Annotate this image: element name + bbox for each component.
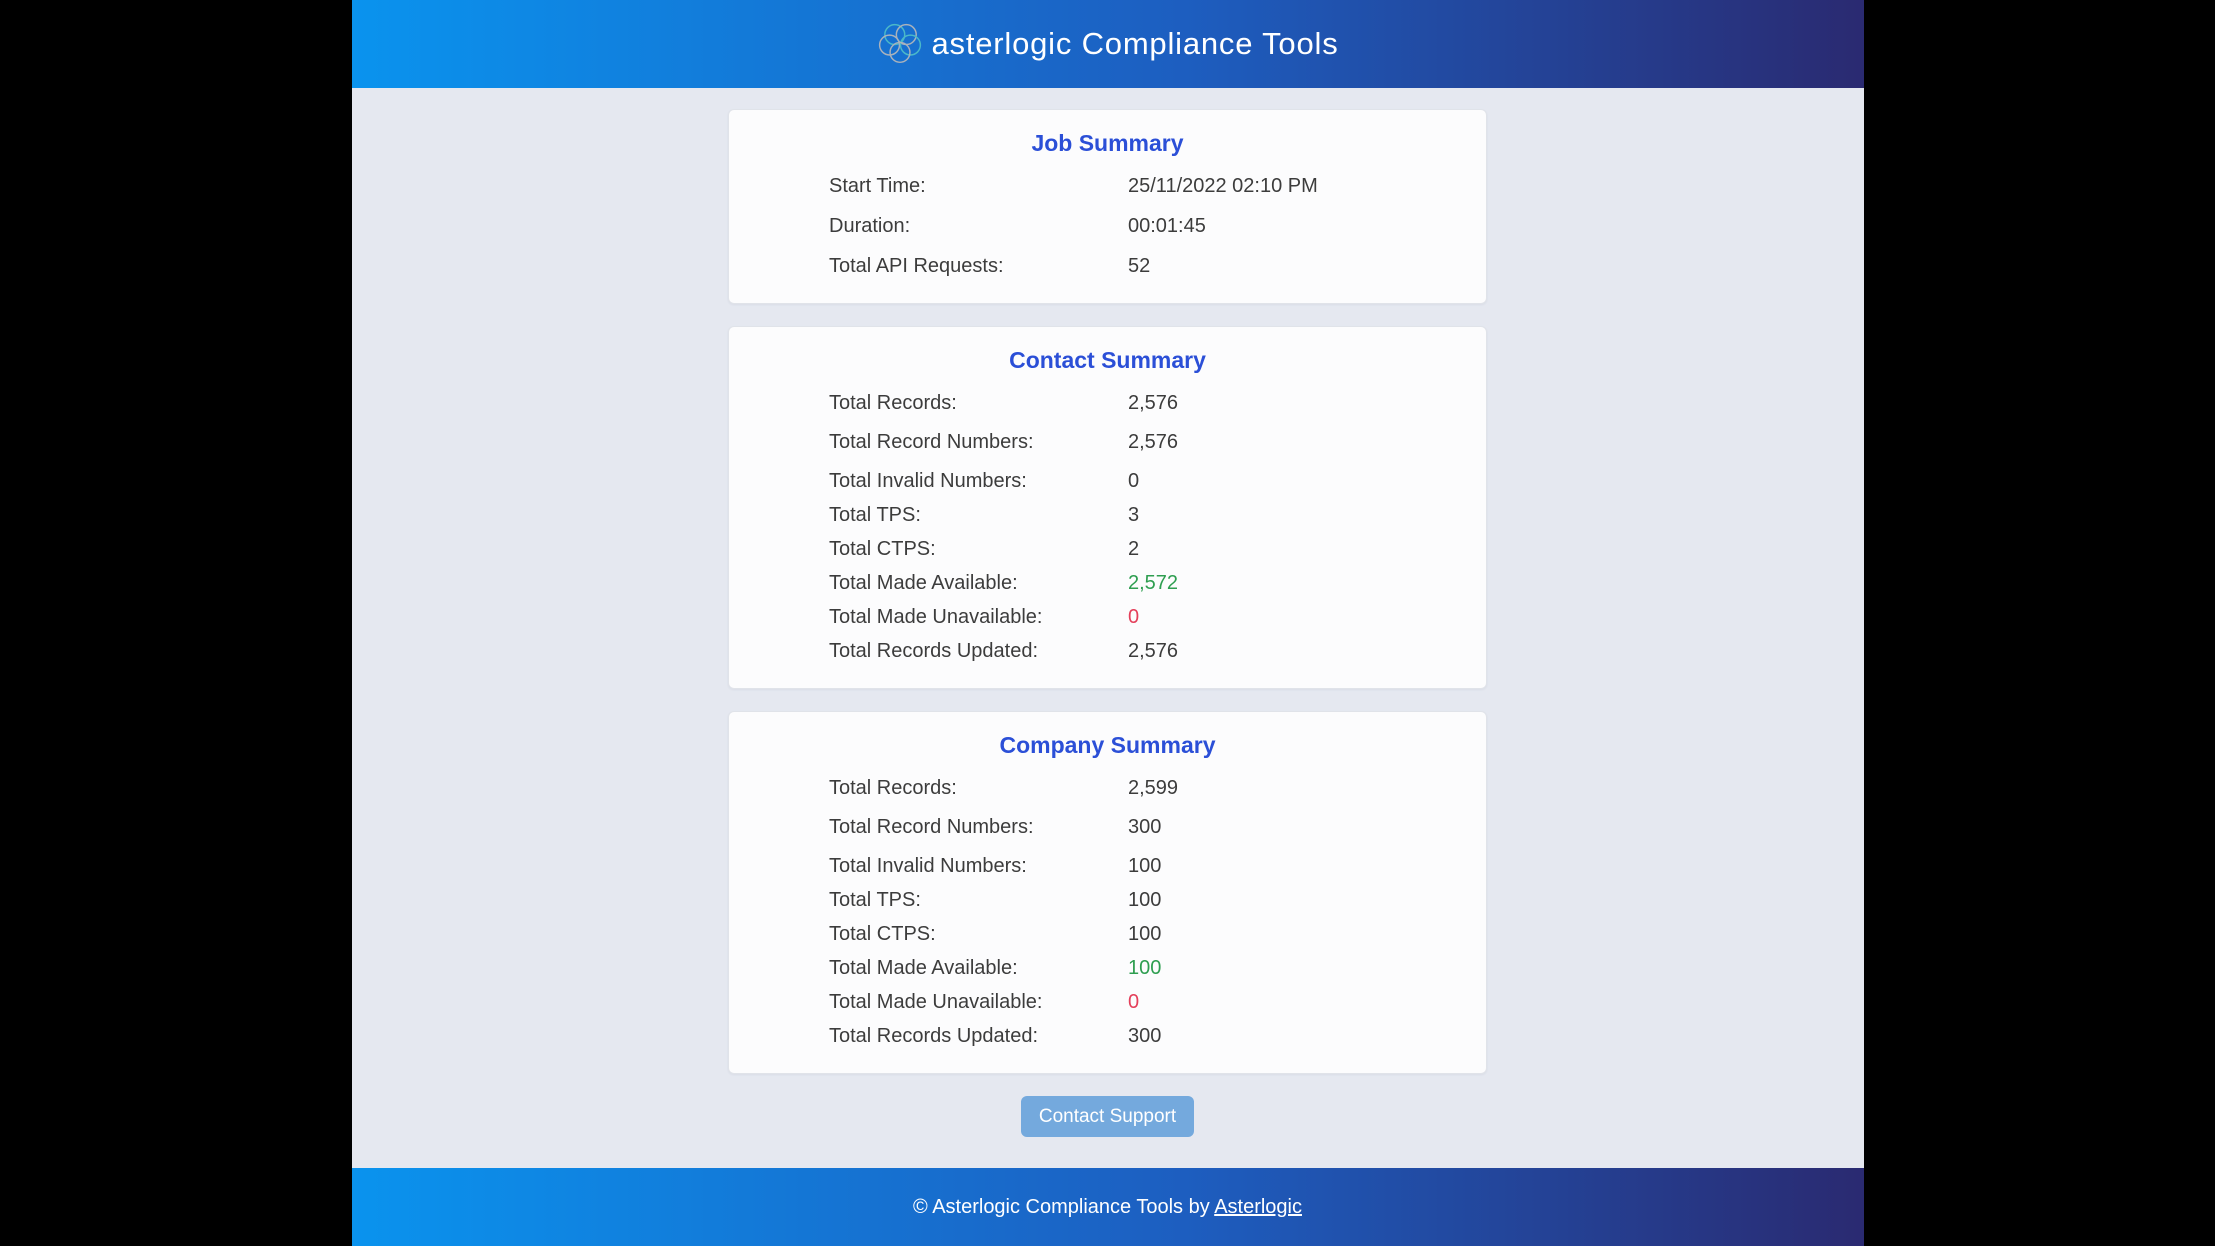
summary-row: Total Made Available: 2,572 (729, 572, 1486, 594)
summary-row: Duration: 00:01:45 (729, 215, 1486, 237)
row-label: Total TPS: (829, 889, 921, 911)
row-value: 00:01:45 (1128, 215, 1206, 237)
summary-row: Total API Requests: 52 (729, 255, 1486, 277)
row-value-negative: 0 (1128, 606, 1140, 628)
summary-row: Total Record Numbers: 2,576 (729, 431, 1486, 453)
row-value-positive: 2,572 (1128, 572, 1179, 594)
row-label: Total TPS: (829, 504, 921, 526)
row-label: Total Made Available: (829, 572, 1018, 594)
footer-banner: © Asterlogic Compliance Tools by Asterlo… (351, 1168, 1864, 1246)
summary-row: Total Invalid Numbers: 0 (729, 470, 1486, 492)
brand: asterlogic Compliance Tools (877, 21, 1339, 67)
row-label: Total CTPS: (829, 923, 936, 945)
footer-copyright-text: © Asterlogic Compliance Tools by Asterlo… (913, 1196, 1302, 1219)
row-value: 3 (1128, 504, 1140, 526)
row-label: Total CTPS: (829, 538, 936, 560)
row-value: 2,576 (1128, 640, 1179, 662)
row-value: 300 (1128, 816, 1162, 838)
summary-row: Total Records: 2,576 (729, 392, 1486, 414)
summary-row: Total Records Updated: 300 (729, 1025, 1486, 1047)
row-value: 100 (1128, 923, 1162, 945)
row-value: 2,576 (1128, 431, 1179, 453)
row-value: 2,599 (1128, 777, 1179, 799)
card-title-company-summary: Company Summary (999, 732, 1216, 758)
row-label: Total Made Unavailable: (829, 606, 1043, 628)
contact-summary-rows: Total Records: 2,576 Total Record Number… (729, 392, 1486, 662)
row-value-positive: 100 (1128, 957, 1162, 979)
card-title-job-summary: Job Summary (1031, 130, 1184, 156)
header-banner: asterlogic Compliance Tools (351, 0, 1864, 88)
footer-asterlogic-link[interactable]: Asterlogic (1214, 1195, 1302, 1218)
summary-row: Total Made Unavailable: 0 (729, 991, 1486, 1013)
card-job-summary: Job Summary Start Time: 25/11/2022 02:10… (728, 109, 1487, 304)
row-value: 300 (1128, 1025, 1162, 1047)
row-label: Total Invalid Numbers: (829, 855, 1027, 877)
card-contact-summary: Contact Summary Total Records: 2,576 Tot… (728, 326, 1487, 689)
row-label: Total Invalid Numbers: (829, 470, 1027, 492)
row-label: Total Made Unavailable: (829, 991, 1043, 1013)
row-label: Total Records: (829, 777, 957, 799)
card-company-summary: Company Summary Total Records: 2,599 Tot… (728, 711, 1487, 1074)
row-value: 100 (1128, 855, 1162, 877)
row-label: Total Record Numbers: (829, 816, 1034, 838)
card-title-contact-summary: Contact Summary (1009, 347, 1206, 373)
footer-copyright-prefix: © Asterlogic Compliance Tools by (913, 1195, 1215, 1218)
summary-row: Total Made Available: 100 (729, 957, 1486, 979)
summary-row: Total CTPS: 2 (729, 538, 1486, 560)
brand-title: asterlogic Compliance Tools (931, 26, 1339, 61)
row-value: 100 (1128, 889, 1162, 911)
row-label: Total Made Available: (829, 957, 1018, 979)
company-summary-rows: Total Records: 2,599 Total Record Number… (729, 777, 1486, 1047)
support-button-row: Contact Support (352, 1096, 1864, 1137)
summary-row: Total Invalid Numbers: 100 (729, 855, 1486, 877)
row-value: 2 (1128, 538, 1140, 560)
row-value-negative: 0 (1128, 991, 1140, 1013)
row-label: Start Time: (829, 175, 926, 197)
row-value: 2,576 (1128, 392, 1179, 414)
row-label: Total API Requests: (829, 255, 1004, 277)
row-label: Duration: (829, 215, 911, 237)
row-label: Total Records: (829, 392, 957, 414)
summary-row: Total CTPS: 100 (729, 923, 1486, 945)
row-value: 52 (1128, 255, 1151, 277)
summary-row: Total Record Numbers: 300 (729, 816, 1486, 838)
summary-row: Total TPS: 3 (729, 504, 1486, 526)
email-page: asterlogic Compliance Tools Job Summary … (351, 0, 1864, 1246)
summary-row: Total Made Unavailable: 0 (729, 606, 1486, 628)
job-summary-rows: Start Time: 25/11/2022 02:10 PM Duration… (729, 175, 1486, 277)
summary-row: Total TPS: 100 (729, 889, 1486, 911)
summary-row: Total Records Updated: 2,576 (729, 640, 1486, 662)
row-label: Total Records Updated: (829, 1025, 1039, 1047)
summary-row: Start Time: 25/11/2022 02:10 PM (729, 175, 1486, 197)
asterlogic-logo-icon (878, 23, 921, 64)
row-value: 0 (1128, 470, 1140, 492)
row-label: Total Record Numbers: (829, 431, 1034, 453)
main-content: Job Summary Start Time: 25/11/2022 02:10… (351, 88, 1864, 1168)
row-value: 25/11/2022 02:10 PM (1128, 175, 1318, 197)
row-label: Total Records Updated: (829, 640, 1039, 662)
summary-row: Total Records: 2,599 (729, 777, 1486, 799)
contact-support-button[interactable]: Contact Support (1021, 1096, 1194, 1137)
